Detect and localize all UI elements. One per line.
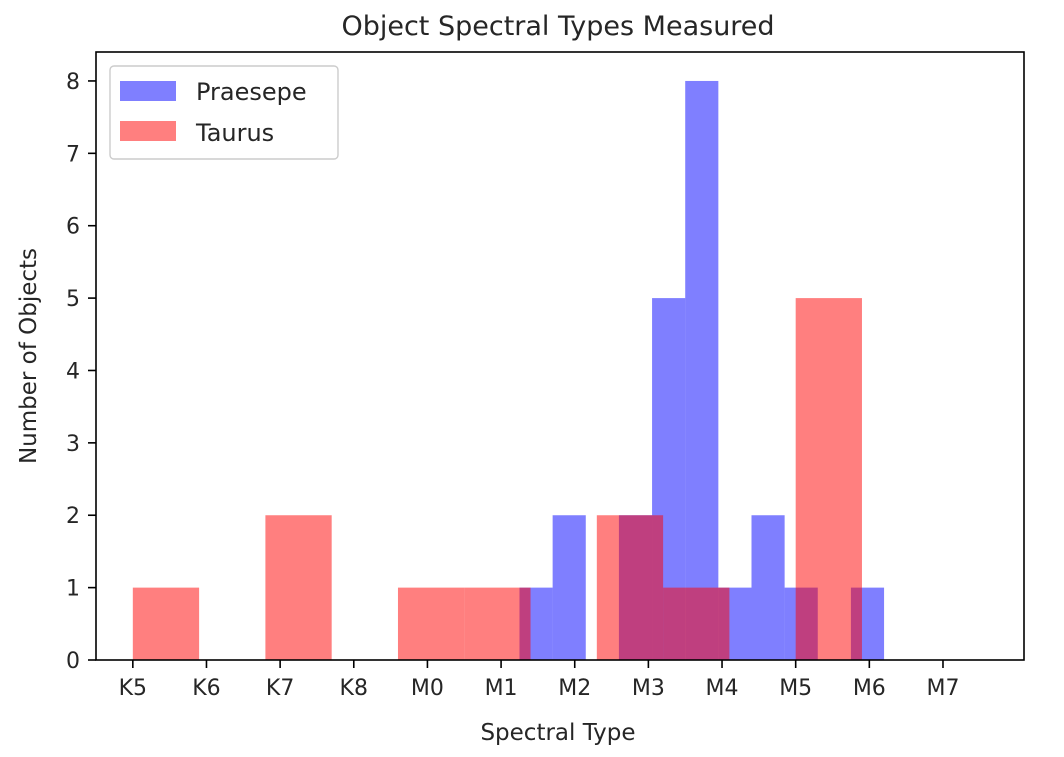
x-tick-label-m7: M7 [926,676,959,701]
x-tick-label-m5: M5 [779,676,812,701]
legend: Praesepe Taurus [109,65,339,160]
x-tick-label-m1: M1 [485,676,518,701]
legend-swatch-taurus [120,121,176,141]
bar-praesepe-7 [751,515,785,660]
legend-swatch-praesepe [120,81,176,101]
x-tick-label-m3: M3 [632,676,665,701]
y-tick-label-6: 6 [66,215,80,240]
bar-taurus-10 [795,298,862,660]
x-tick-label-k8: K8 [340,676,368,701]
y-tick-label-7: 7 [66,142,80,167]
y-tick-label-2: 2 [66,504,80,529]
x-tick-label-m4: M4 [706,676,739,701]
x-tick-label-m0: M0 [411,676,444,701]
legend-label-taurus: Taurus [195,119,274,147]
bar-taurus-0 [132,587,200,660]
y-tick-label-4: 4 [66,359,80,384]
bar-taurus-2 [265,515,332,660]
x-tick-label-m6: M6 [853,676,886,701]
bar-taurus-8 [663,587,730,660]
y-tick-label-1: 1 [66,577,80,602]
bar-taurus-7 [596,515,664,660]
x-tick-label-m2: M2 [558,676,591,701]
chart-title: Object Spectral Types Measured [341,11,774,42]
bars-layer [132,80,885,660]
x-axis-title: Spectral Type [480,720,635,746]
bar-praesepe-5 [685,80,719,660]
plot-frame [95,51,1025,661]
legend-label-praesepe: Praesepe [196,78,307,106]
y-axis-title: Number of Objects [16,248,42,464]
x-tick-label-k7: K7 [266,676,294,701]
bar-praesepe-1 [552,515,586,660]
y-tick-label-5: 5 [66,287,80,312]
x-axis-ticks: K5 K6 K7 K8 M0 M1 M2 M3 M4 M5 M6 M7 [119,660,959,701]
bar-taurus-4 [397,587,465,660]
bar-taurus-5 [464,587,531,660]
x-tick-label-k6: K6 [192,676,220,701]
y-tick-label-3: 3 [66,432,80,457]
y-tick-label-0: 0 [66,649,80,674]
y-axis-ticks: 0 1 2 3 4 5 6 7 8 [66,70,96,674]
x-tick-label-k5: K5 [119,676,147,701]
y-tick-label-8: 8 [66,70,80,95]
